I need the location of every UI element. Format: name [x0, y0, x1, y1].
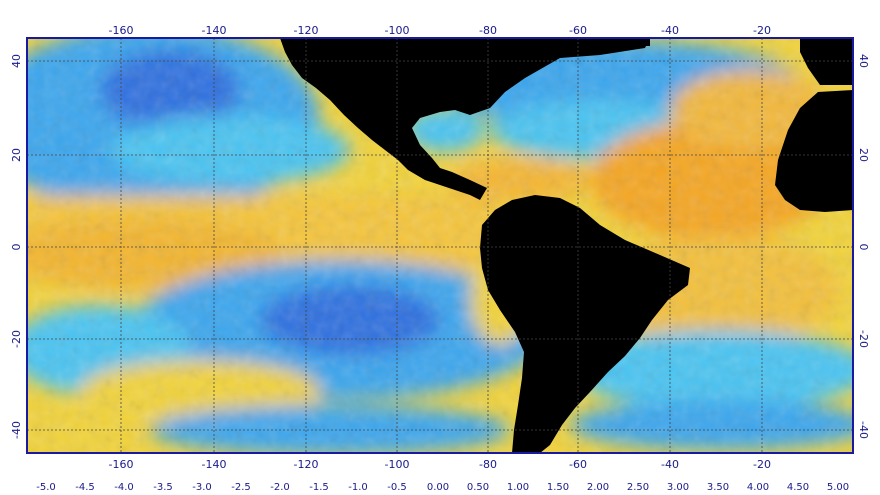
colorbar-tick: -4.5	[75, 482, 95, 493]
africa	[775, 90, 853, 212]
south-america	[480, 195, 690, 453]
colorbar-tick: -5.0	[36, 482, 56, 493]
north-america	[280, 38, 650, 200]
lat-tick-left: 20	[10, 148, 23, 162]
lon-tick-top: -140	[202, 24, 227, 37]
land-masses	[280, 38, 853, 453]
colorbar-tick: -4.0	[114, 482, 134, 493]
colorbar-tick: 5.00	[827, 482, 849, 493]
lon-tick-top: -160	[109, 24, 134, 37]
greenland-edge	[590, 38, 650, 46]
colorbar-tick: -3.5	[153, 482, 173, 493]
graticule	[27, 38, 853, 453]
lon-tick-top: -80	[479, 24, 497, 37]
longitude-labels-bottom: -160 -140 -120 -100 -80 -60 -40 -20	[109, 458, 771, 471]
colorbar-tick: 2.00	[587, 482, 609, 493]
colorbar-tick: 3.50	[707, 482, 729, 493]
lat-tick-left: 0	[10, 244, 23, 251]
lon-tick-top: -120	[294, 24, 319, 37]
lon-tick-bottom: -140	[202, 458, 227, 471]
colorbar-tick: 2.50	[627, 482, 649, 493]
lon-tick-top: -20	[753, 24, 771, 37]
colorbar-tick: -2.5	[231, 482, 251, 493]
lon-tick-bottom: -20	[753, 458, 771, 471]
lat-tick-right: 20	[857, 148, 870, 162]
lon-tick-bottom: -120	[294, 458, 319, 471]
lon-tick-bottom: -60	[569, 458, 587, 471]
lat-tick-left: -40	[10, 421, 23, 439]
lon-tick-bottom: -100	[385, 458, 410, 471]
latitude-labels-right: 40 20 0 -20 -40	[857, 54, 870, 439]
lat-tick-left: 40	[10, 54, 23, 68]
lat-tick-right: 0	[857, 244, 870, 251]
latitude-labels-left: 40 20 0 -20 -40	[10, 54, 23, 439]
colorbar-tick: 3.00	[667, 482, 689, 493]
colorbar-tick: 4.00	[747, 482, 769, 493]
lon-tick-top: -100	[385, 24, 410, 37]
lat-tick-left: -20	[10, 330, 23, 348]
map-frame	[26, 37, 854, 454]
lon-tick-bottom: -80	[479, 458, 497, 471]
longitude-labels-top: -160 -140 -120 -100 -80 -60 -40 -20	[109, 24, 771, 37]
lon-tick-top: -40	[661, 24, 679, 37]
plot-area	[27, 38, 853, 453]
lat-tick-right: 40	[857, 54, 870, 68]
colorbar-tick: 1.00	[507, 482, 529, 493]
colorbar-tick: -2.0	[270, 482, 290, 493]
colorbar-labels: -5.0 -4.5 -4.0 -3.5 -3.0 -2.5 -2.0 -1.5 …	[36, 482, 849, 493]
colorbar-tick: -1.5	[309, 482, 329, 493]
colorbar-tick: -3.0	[192, 482, 212, 493]
lon-tick-top: -60	[569, 24, 587, 37]
colorbar-tick: 0.50	[467, 482, 489, 493]
lon-tick-bottom: -160	[109, 458, 134, 471]
colorbar-tick: 1.50	[547, 482, 569, 493]
colorbar-tick: -0.5	[387, 482, 407, 493]
lat-tick-right: -40	[857, 421, 870, 439]
europe	[800, 38, 853, 85]
colorbar-tick: 4.50	[787, 482, 809, 493]
colorbar-tick: 0.00	[427, 482, 449, 493]
lon-tick-bottom: -40	[661, 458, 679, 471]
colorbar-tick: -1.0	[348, 482, 368, 493]
lat-tick-right: -20	[857, 330, 870, 348]
